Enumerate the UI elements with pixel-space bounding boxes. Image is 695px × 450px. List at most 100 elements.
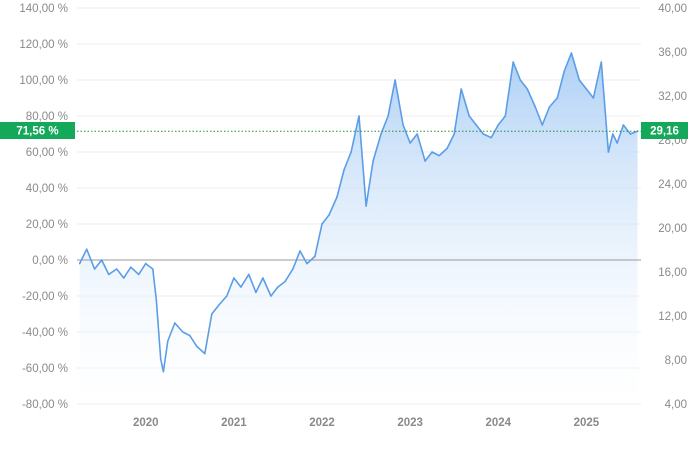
data-point — [526, 88, 529, 90]
data-point — [144, 262, 147, 265]
data-point — [240, 286, 242, 288]
data-point — [482, 133, 485, 135]
data-point — [314, 255, 316, 258]
data-point — [629, 133, 632, 135]
data-point — [497, 124, 500, 126]
data-point — [306, 262, 308, 265]
data-point — [607, 151, 610, 153]
data-point — [248, 273, 250, 276]
data-point — [519, 79, 522, 81]
data-point — [122, 277, 125, 279]
left-tick-label: 140,00 % — [19, 3, 68, 15]
right-axis-price: 40,0036,0032,0028,0024,0020,0016,0012,00… — [658, 3, 687, 411]
right-tick-label: 20,00 — [658, 223, 687, 235]
data-point — [162, 370, 165, 373]
data-point — [424, 160, 426, 162]
data-point — [155, 298, 158, 301]
right-tick-label: 40,00 — [658, 3, 687, 15]
data-point — [475, 124, 478, 126]
data-point — [277, 286, 279, 288]
data-point — [402, 124, 404, 126]
data-point — [151, 268, 154, 270]
left-axis-pct: 140,00 % 120,00 % 100,00 % 80,00 % 60,00 % 40… — [19, 3, 68, 411]
data-point — [585, 88, 588, 90]
data-point — [181, 331, 184, 333]
data-point — [616, 142, 619, 144]
data-point — [622, 124, 625, 126]
data-point — [115, 268, 118, 270]
data-point — [372, 160, 374, 162]
data-point — [107, 273, 110, 276]
data-point — [468, 115, 470, 117]
left-tick-label: 60,00 % — [26, 147, 68, 159]
data-point — [211, 313, 213, 315]
data-point — [93, 268, 96, 270]
data-point — [336, 196, 338, 198]
left-tick-label: -20,00 % — [22, 291, 68, 303]
left-tick-label: 80,00 % — [26, 111, 68, 123]
data-point — [380, 133, 382, 135]
data-point — [541, 124, 544, 126]
data-point — [431, 151, 433, 153]
data-point — [365, 205, 367, 207]
data-point — [409, 142, 411, 144]
data-point — [512, 61, 515, 63]
right-tick-label: 32,00 — [658, 91, 687, 103]
data-point — [534, 106, 537, 108]
data-point — [328, 214, 330, 216]
data-point — [270, 295, 272, 297]
data-point — [159, 358, 162, 360]
data-point — [453, 133, 455, 135]
left-tick-label: 40,00 % — [26, 183, 68, 195]
data-point — [612, 133, 614, 135]
right-tick-label: 36,00 — [658, 47, 687, 59]
data-point — [85, 248, 88, 250]
left-tick-label: -80,00 % — [22, 399, 68, 411]
area-fill-path — [79, 53, 638, 404]
data-point — [570, 52, 573, 54]
left-badge-label: 71,56 % — [16, 126, 58, 138]
data-point — [137, 273, 140, 276]
data-point — [226, 295, 228, 297]
right-tick-label: 4,00 — [665, 399, 687, 411]
x-tick-label: 2020 — [133, 417, 159, 429]
data-point — [321, 223, 323, 225]
price-line-path — [78, 52, 638, 373]
data-point — [578, 79, 581, 81]
right-badge — [641, 122, 688, 139]
right-tick-label: 24,00 — [658, 179, 687, 191]
x-axis-years: 2020 2021 2022 2023 2024 2025 — [133, 417, 600, 429]
area-fill — [79, 53, 638, 404]
data-point — [600, 61, 603, 63]
right-tick-label: 8,00 — [665, 355, 687, 367]
data-point — [218, 304, 220, 306]
data-point — [490, 136, 492, 139]
data-point — [284, 280, 286, 283]
data-point — [78, 262, 81, 265]
data-point — [358, 115, 360, 117]
data-point — [262, 277, 264, 279]
data-point — [387, 115, 389, 117]
data-point — [189, 334, 191, 337]
data-point — [416, 133, 418, 135]
data-point — [100, 259, 103, 261]
data-point — [233, 277, 235, 279]
data-point — [174, 322, 176, 324]
left-badge — [0, 122, 75, 139]
data-point — [255, 291, 257, 294]
data-point — [343, 169, 345, 171]
data-point — [504, 115, 507, 117]
data-point — [196, 345, 198, 348]
data-point — [460, 88, 463, 90]
left-tick-label: -60,00 % — [22, 363, 68, 375]
data-point — [350, 151, 352, 153]
data-point — [556, 97, 559, 99]
data-point — [438, 154, 440, 157]
data-point — [394, 79, 396, 81]
current-value-badges: 71,56 % 29,16 — [0, 122, 688, 139]
left-tick-label: 0,00 % — [32, 255, 68, 267]
data-point — [203, 352, 206, 355]
data-point — [292, 268, 294, 270]
x-tick-label: 2024 — [485, 417, 511, 429]
